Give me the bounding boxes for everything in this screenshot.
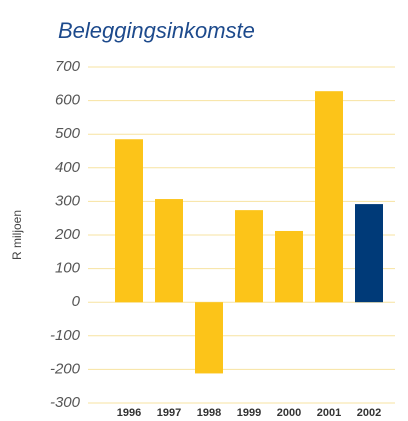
x-tick-label: 2001 — [317, 407, 341, 419]
x-tick-label: 1999 — [237, 407, 261, 419]
x-tick-label: 1998 — [197, 407, 221, 419]
y-axis-label: R miljoen — [10, 210, 24, 260]
bar — [355, 204, 383, 303]
y-tick-label: 600 — [55, 92, 81, 109]
y-tick-label: -200 — [50, 360, 81, 377]
bar — [195, 302, 223, 374]
y-tick-label: 500 — [55, 125, 81, 142]
x-tick-label: 2002 — [357, 407, 381, 419]
y-tick-label: 300 — [55, 192, 81, 209]
y-tick-label: 100 — [55, 260, 81, 277]
chart-title: Beleggingsinkomste — [58, 18, 255, 43]
y-tick-label: 0 — [72, 293, 81, 310]
y-tick-label: -100 — [50, 327, 81, 344]
x-tick-label: 1996 — [117, 407, 141, 419]
x-tick-label: 2000 — [277, 407, 301, 419]
bar — [115, 139, 143, 303]
y-tick-label: -300 — [50, 394, 81, 411]
bar — [235, 210, 263, 303]
y-tick-label: 700 — [55, 58, 81, 75]
y-tick-label: 200 — [54, 226, 81, 243]
x-tick-label: 1997 — [157, 407, 181, 419]
bar — [315, 91, 343, 303]
y-tick-label: 400 — [55, 159, 81, 176]
bar — [155, 199, 183, 303]
bar — [275, 230, 303, 303]
